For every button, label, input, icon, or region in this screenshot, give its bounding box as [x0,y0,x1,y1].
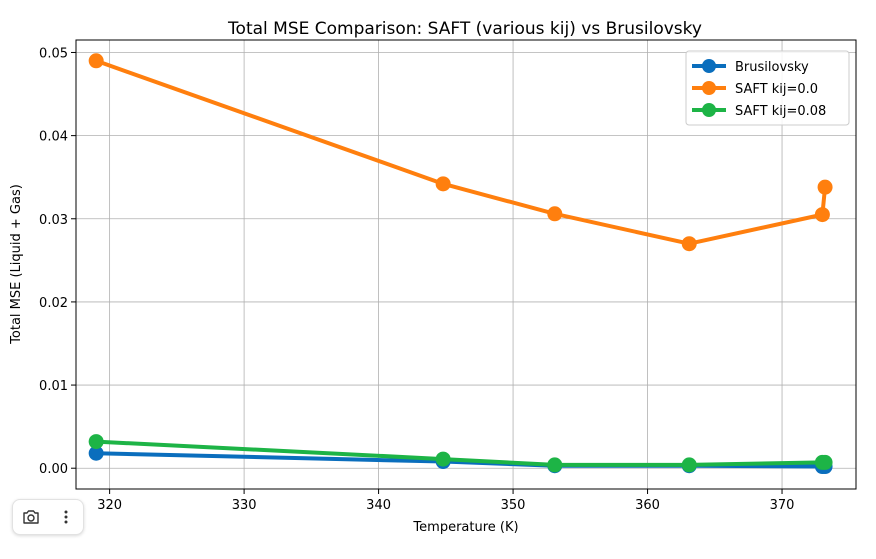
y-tick-label: 0.04 [39,130,68,145]
data-point [817,454,833,470]
data-point [547,206,563,222]
data-point [88,445,104,461]
data-point [814,207,830,223]
more-vertical-icon[interactable] [53,504,79,530]
y-tick-label: 0.05 [39,46,68,61]
y-tick-label: 0.02 [39,296,68,311]
x-tick-label: 350 [501,498,526,513]
legend-marker [702,81,716,95]
y-tick-label: 0.00 [39,462,68,477]
x-tick-label: 330 [232,498,257,513]
data-point [681,457,697,473]
x-tick-label: 370 [770,498,795,513]
data-point [681,236,697,252]
series-layer [88,53,833,475]
data-point [88,434,104,450]
data-point [547,457,563,473]
legend: Brusilovsky SAFT kij=0.0 SAFT kij=0.08 [685,50,850,126]
data-point [435,451,451,467]
legend-entry: SAFT kij=0.0 [692,81,818,97]
image-toolbar [12,499,84,535]
series-line [96,439,826,467]
data-point [817,179,833,195]
y-tick-label: 0.03 [39,213,68,228]
legend-label: Brusilovsky [735,60,809,75]
y-tick-label: 0.01 [39,379,68,394]
x-tick-label: 320 [97,498,122,513]
legend-label: SAFT kij=0.0 [735,82,818,97]
data-point [435,176,451,192]
x-axis-label: Temperature (K) [412,520,518,535]
legend-label: SAFT kij=0.08 [735,104,826,119]
x-tick-label: 360 [635,498,660,513]
legend-marker [702,103,716,117]
series-2 [88,53,833,252]
data-point [88,53,104,69]
chart-title: Total MSE Comparison: SAFT (various kij)… [227,19,702,39]
legend-marker [702,59,716,73]
legend-entry: SAFT kij=0.08 [692,103,826,119]
series-3 [88,434,833,473]
y-axis-label: Total MSE (Liquid + Gas) [9,184,24,345]
plot-frame [75,39,857,490]
legend-entry: Brusilovsky [692,59,809,75]
camera-icon[interactable] [18,504,44,530]
legend-box [685,50,850,126]
x-tick-label: 340 [366,498,391,513]
ticks: 320 330 340 350 360 370 0.00 0.01 0.02 0.03 0.04 0.… [39,46,794,513]
